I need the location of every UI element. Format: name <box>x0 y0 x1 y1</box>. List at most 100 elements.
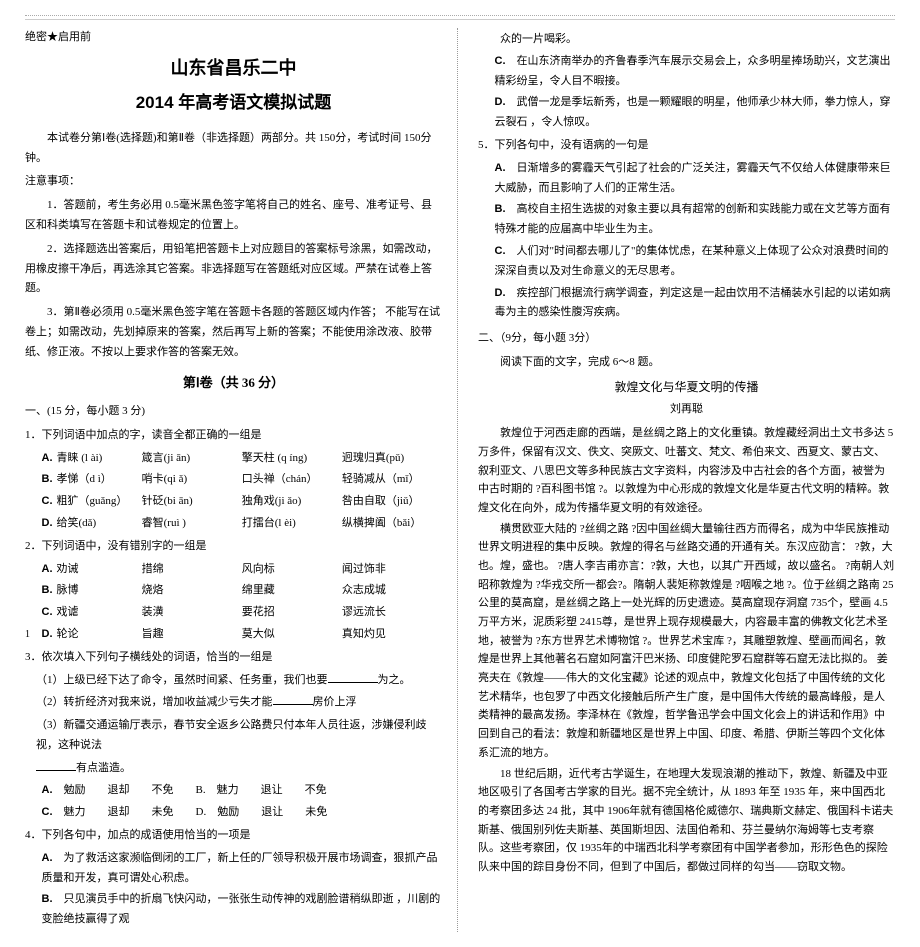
option-label: A. <box>42 452 53 464</box>
q3-opt-ab-text: 勉励 退却 不免 B. 魅力 退让 不免 <box>64 784 327 796</box>
q1-d-3: 打擂台(l èi) <box>242 514 342 534</box>
article-para-3: 18 世纪后期，近代考古学诞生，在地理大发现浪潮的推动下，敦煌、新疆及中亚地区吸… <box>478 765 895 877</box>
q5-option-c: C.人们对"时间都去哪儿了"的集体忧虑，在某种意义上体现了公众对浪费时间的深深自… <box>495 242 896 282</box>
q2-b-2: 烧烙 <box>142 581 242 601</box>
q1-d-2: 睿智(ruì ) <box>142 514 242 534</box>
option-label: C. <box>42 606 53 618</box>
q4-stem: 4．下列各句中，加点的成语使用恰当的一项是 <box>25 826 442 846</box>
option-label: D. <box>42 517 53 529</box>
q1-c-3: 独角戏(ji ǎo) <box>242 492 342 512</box>
q2-d-4: 真知灼见 <box>342 625 442 645</box>
page-number: 1 <box>25 626 30 644</box>
q3-item-3: （3）新疆交通运输厅表示，春节安全返乡公路费只付本年人员往返，涉嫌侵利歧视，这种… <box>36 716 442 756</box>
article-para-1: 敦煌位于河西走廊的西端，是丝绸之路上的文化重镇。敦煌藏经洞出土文书多达 5 万多… <box>478 424 895 517</box>
exam-title: 2014 年高考语文模拟试题 <box>25 88 442 119</box>
q2-a-2: 措绵 <box>142 560 242 580</box>
option-label: A. <box>42 781 60 801</box>
q2-d-3: 莫大似 <box>242 625 342 645</box>
q1-b-2: 哨卡(qi ǎ) <box>142 470 242 490</box>
q4-option-c: C.在山东济南举办的齐鲁春季汽车展示交易会上，众多明星捧场助兴，文艺演出精彩纷呈… <box>495 52 896 92</box>
q3-option-ab: A. 勉励 退却 不免 B. 魅力 退让 不免 <box>42 781 443 801</box>
q1-c-4: 咎由自取（jiǔ） <box>342 492 442 512</box>
q5-option-d: D.疾控部门根据流行病学调查，判定这是一起由饮用不洁桶装水引起的以诺如病毒为主的… <box>495 284 896 324</box>
q5-b-text: 高校自主招生选拔的对象主要以具有超常的创新和实践能力或在文艺等方面有特殊才能的应… <box>495 203 891 235</box>
q2-stem: 2．下列词语中，没有错别字的一组是 <box>25 537 442 557</box>
q1-option-b: B. 孝悌（d ì） 哨卡(qi ǎ) 口头禅（chán） 轻骑减从（mǐ） <box>42 470 443 490</box>
q4-option-d: D.武僧一龙是季坛新秀，也是一颗耀眼的明星，他师承少林大师，拳力惊人，穿云裂石 … <box>495 93 896 133</box>
q1-option-c: C.粗犷（guǎng） 针砭(bi ān) 独角戏(ji ǎo) 咎由自取（ji… <box>42 492 443 512</box>
q2-d-2: 旨趣 <box>142 625 242 645</box>
instruction-3: 3．第Ⅱ卷必须用 0.5毫米黑色签字笔在答题卡各题的答题区域内作答； 不能写在试… <box>25 303 442 362</box>
option-label: B. <box>495 200 513 220</box>
section2-header: 二、（9分，每小题 3分） <box>478 329 895 349</box>
q2-b-1: 脉博 <box>57 584 79 596</box>
option-label: A. <box>42 849 60 869</box>
q4-continued-text: 众的一片喝彩。 <box>500 30 895 50</box>
blank <box>273 694 313 705</box>
q2-d-1: 轮论 <box>57 628 79 640</box>
q2-option-d: D. 轮论 旨趣 莫大似 真知灼见 <box>42 625 443 645</box>
option-label: B. <box>42 584 53 596</box>
q3-suffix1: 为之。 <box>378 674 411 686</box>
q2-a-1: 劝诫 <box>57 563 79 575</box>
q2-option-a: A.劝诫 措绵 风向标 闻过饰非 <box>42 560 443 580</box>
q4-option-b: B.只见演员手中的折扇飞快闪动，一张张生动传神的戏剧脸谱稍纵即逝 ，川剧的变脸绝… <box>42 890 443 930</box>
q1-b-3: 口头禅（chán） <box>242 470 342 490</box>
q1-a-1: 青睐 (l ài) <box>57 452 103 464</box>
q1-d-4: 纵横捭阖（bǎi） <box>342 514 442 534</box>
q2-c-1: 戏谑 <box>57 606 79 618</box>
exam-scope: 本试卷分第Ⅰ卷(选择题)和第Ⅱ卷（非选择题）两部分。共 150分，考试时间 15… <box>25 129 442 169</box>
q3-option-cd: C. 魅力 退却 未免 D. 勉励 退让 未免 <box>42 803 443 823</box>
q2-option-b: B. 脉博 烧烙 绵里藏 众志成城 <box>42 581 443 601</box>
option-label: B. <box>42 473 53 485</box>
q4-d-text: 武僧一龙是季坛新秀，也是一颗耀眼的明星，他师承少林大师，拳力惊人，穿云裂石 ，令… <box>495 96 891 128</box>
article-author: 刘再聪 <box>478 400 895 420</box>
option-label: C. <box>495 52 513 72</box>
option-label: C. <box>42 495 53 507</box>
blank <box>36 760 76 771</box>
q5-option-b: B.高校自主招生选拔的对象主要以具有超常的创新和实践能力或在文艺等方面有特殊才能… <box>495 200 896 240</box>
right-column: 众的一片喝彩。 C.在山东济南举办的齐鲁春季汽车展示交易会上，众多明星捧场助兴，… <box>478 28 895 932</box>
q1-a-2: 箴言(ji ān) <box>142 449 242 469</box>
q1-b-4: 轻骑减从（mǐ） <box>342 470 442 490</box>
option-label: D. <box>42 628 53 640</box>
page-top-rule <box>25 15 895 20</box>
q1-a-4: 迥瑰归真(pǔ) <box>342 449 442 469</box>
q2-a-3: 风向标 <box>242 560 342 580</box>
q4-a-text: 为了救活这家濒临倒闭的工厂，新上任的厂领导积极开展市场调查，狠抓产品质量和开发，… <box>42 852 438 884</box>
option-label: D. <box>495 93 513 113</box>
q2-option-c: C.戏谑 装潢 要花招 谬远流长 <box>42 603 443 623</box>
two-column-layout: 绝密★启用前 山东省昌乐二中 2014 年高考语文模拟试题 本试卷分第Ⅰ卷(选择… <box>25 28 895 932</box>
q3-item-2: （2）转折经济对我来说，增加收益减少亏失才能房价上浮 <box>36 693 442 713</box>
instruction-1: 1．答题前，考生务必用 0.5毫米黑色签字笔将自己的姓名、座号、准考证号、县区和… <box>25 196 442 236</box>
q2-a-4: 闻过饰非 <box>342 560 442 580</box>
q4-b-text: 只见演员手中的折扇飞快闪动，一张张生动传神的戏剧脸谱稍纵即逝 ，川剧的变脸绝技赢… <box>42 893 441 925</box>
q3-stem: 3．依次填入下列句子横线处的词语，恰当的一组是 <box>25 648 442 668</box>
q1-option-a: A. 青睐 (l ài) 箴言(ji ān) 擎天柱 (q íng) 迥瑰归真(p… <box>42 449 443 469</box>
q3-item-1-text: （1）上级已经下达了命令，虽然时间紧、任务重，我们也要 <box>36 674 328 686</box>
q1-option-d: D. 给笑(dǎ) 睿智(ruì ) 打擂台(l èi) 纵横捭阖（bǎi） <box>42 514 443 534</box>
reading-intro: 阅读下面的文字，完成 6～8 题。 <box>478 353 895 373</box>
q2-c-2: 装潢 <box>142 603 242 623</box>
q5-d-text: 疾控部门根据流行病学调查，判定这是一起由饮用不洁桶装水引起的以诺如病毒为主的感染… <box>495 287 891 319</box>
q2-b-3: 绵里藏 <box>242 581 342 601</box>
q4-option-a: A.为了救活这家濒临倒闭的工厂，新上任的厂领导积极开展市场调查，狠抓产品质量和开… <box>42 849 443 889</box>
q2-b-4: 众志成城 <box>342 581 442 601</box>
q1-b-1: 孝悌（d ì） <box>57 473 112 485</box>
instruction-2: 2．选择题选出答案后，用铅笔把答题卡上对应题目的答案标号涂黑，如需改动，用橡皮擦… <box>25 240 442 299</box>
q3-suffix3: 有点滥造。 <box>76 762 131 774</box>
article-para-2: 横贯欧亚大陆的 ?丝绸之路 ?因中国丝绸大量输往西方而得名，成为中华民族推动世界… <box>478 520 895 763</box>
option-label: D. <box>495 284 513 304</box>
q5-a-text: 日渐增多的雾霾天气引起了社会的广泛关注，雾霾天气不仅给人体健康带来巨大威胁，而且… <box>495 162 891 194</box>
q1-d-1: 给笑(dǎ) <box>57 517 97 529</box>
q1-a-3: 擎天柱 (q íng) <box>242 449 342 469</box>
notice-header: 注意事项： <box>25 172 442 192</box>
option-label: A. <box>495 159 513 179</box>
part1-title: 第Ⅰ卷（共 36 分） <box>25 371 442 394</box>
option-label: C. <box>495 242 513 262</box>
option-label: C. <box>42 803 60 823</box>
section1-header: 一、(15 分，每小题 3 分) <box>25 402 442 422</box>
secret-mark: 绝密★启用前 <box>25 28 442 48</box>
q3-opt-cd-text: 魅力 退却 未免 D. 勉励 退让 未免 <box>64 806 328 818</box>
q1-c-1: 粗犷（guǎng） <box>57 495 128 507</box>
